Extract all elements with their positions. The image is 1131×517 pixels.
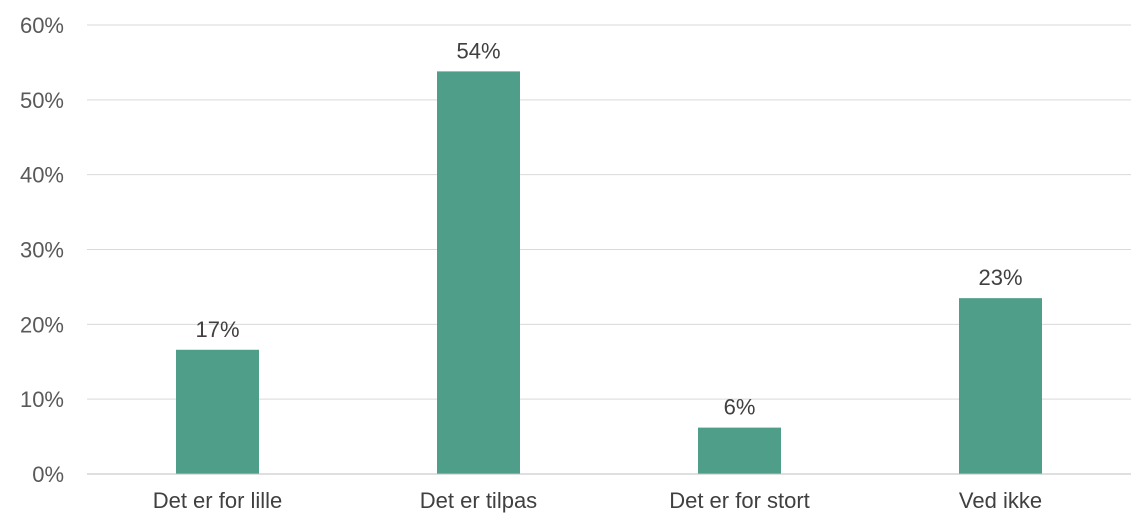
- bar: [437, 71, 520, 474]
- y-axis-tick-labels: 0% 10% 20% 30% 40% 50% 60%: [20, 13, 64, 487]
- gridlines: [87, 24, 1131, 400]
- category-labels: Det er for lille Det er tilpas Det er for …: [153, 488, 1042, 513]
- category-label: Det er tilpas: [420, 488, 537, 513]
- y-tick-label: 30%: [20, 238, 64, 263]
- bars: [176, 71, 1042, 474]
- y-tick-label: 60%: [20, 13, 64, 38]
- y-tick-label: 40%: [20, 163, 64, 188]
- bar: [698, 427, 781, 474]
- category-label: Ved ikke: [959, 488, 1042, 513]
- category-label: Det er for stort: [669, 488, 810, 513]
- y-tick-label: 20%: [20, 312, 64, 337]
- bar: [959, 298, 1042, 474]
- y-tick-label: 50%: [20, 88, 64, 113]
- data-label: 17%: [195, 317, 239, 342]
- y-tick-label: 0%: [32, 462, 64, 487]
- y-tick-label: 10%: [20, 387, 64, 412]
- bar: [176, 349, 259, 474]
- data-labels: 17% 54% 6% 23%: [195, 38, 1022, 419]
- data-label: 23%: [978, 265, 1022, 290]
- data-label: 54%: [456, 38, 500, 63]
- category-label: Det er for lille: [153, 488, 283, 513]
- data-label: 6%: [724, 395, 756, 420]
